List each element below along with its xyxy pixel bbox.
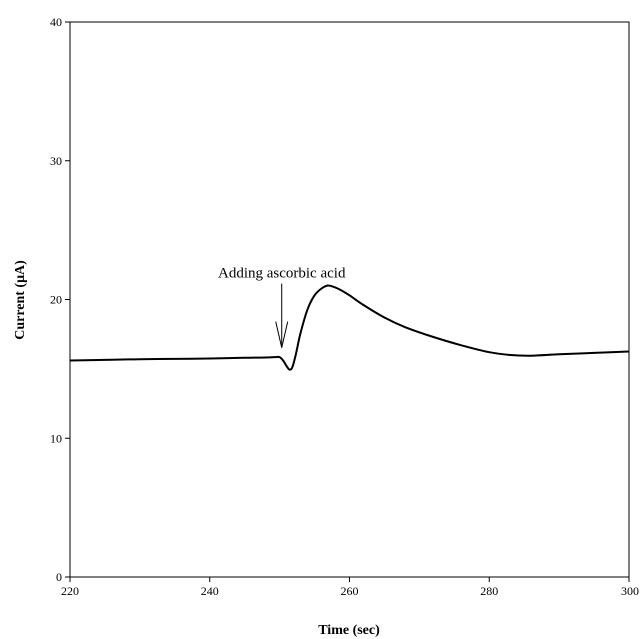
x-axis-title: Time (sec) (318, 623, 380, 638)
series-line (69, 284, 630, 371)
x-tick-label: 220 (61, 584, 79, 598)
annotation: Adding ascorbic acid (218, 266, 346, 348)
x-tick-label: 300 (621, 584, 639, 598)
y-axis-ticks: 0 10 20 30 40 (50, 15, 70, 584)
x-axis-ticks: 220 240 260 280 300 (61, 577, 639, 598)
y-axis-title: Current (μA) (13, 260, 28, 340)
y-tick-label: 10 (50, 431, 62, 445)
x-tick-label: 240 (201, 584, 219, 598)
y-tick-label: 30 (50, 154, 62, 168)
y-tick-label: 40 (50, 15, 62, 29)
x-tick-label: 280 (480, 584, 498, 598)
annotation-arrow-head (275, 321, 289, 348)
y-tick-label: 20 (50, 293, 62, 307)
annotation-label: Adding ascorbic acid (218, 266, 346, 282)
plot-frame (69, 21, 630, 578)
x-tick-label: 260 (341, 584, 359, 598)
y-tick-label: 0 (56, 570, 62, 584)
